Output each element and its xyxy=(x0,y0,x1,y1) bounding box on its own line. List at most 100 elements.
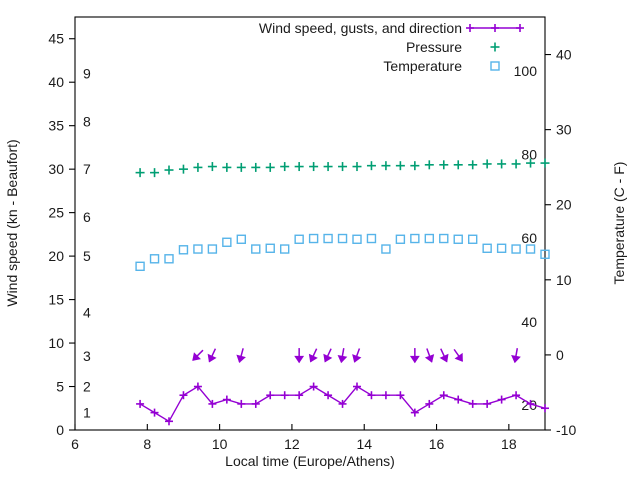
beaufort-label: 3 xyxy=(83,348,91,364)
square-marker xyxy=(410,233,420,244)
square-marker xyxy=(308,233,319,244)
arrow-head xyxy=(308,353,318,363)
square-marker xyxy=(366,233,377,244)
arrow-head xyxy=(236,354,246,364)
wind-arrow xyxy=(337,348,348,364)
y-tick-label: 10 xyxy=(48,335,64,351)
beaufort-label: 1 xyxy=(83,405,91,421)
y2-tick-label: 40 xyxy=(556,47,572,63)
beaufort-label: 7 xyxy=(83,161,91,177)
square-marker xyxy=(540,249,550,259)
square-marker xyxy=(279,244,290,254)
square-marker xyxy=(511,244,521,254)
beaufort-scale-labels: 1 2 3 4 5 6 7 8 9 xyxy=(83,66,91,421)
x-tick-label: 16 xyxy=(429,436,445,452)
arrow-head xyxy=(439,353,449,363)
chart-legend: Wind speed, gusts, and direction Pressure… xyxy=(259,20,524,74)
square-marker xyxy=(490,61,500,71)
wind-direction-arrows xyxy=(192,348,521,364)
arrow-head xyxy=(352,354,362,363)
legend-label: Wind speed, gusts, and direction xyxy=(259,20,462,36)
square-marker xyxy=(323,233,333,244)
y-tick-label: 0 xyxy=(56,422,64,438)
beaufort-label: 4 xyxy=(83,305,91,321)
y-tick-label: 40 xyxy=(48,74,64,90)
wind-arrow xyxy=(352,348,362,363)
square-marker xyxy=(251,244,261,254)
wind-arrow xyxy=(294,348,305,364)
legend-label: Temperature xyxy=(383,58,462,74)
square-marker xyxy=(265,243,275,253)
x-axis-title: Local time (Europe/Athens) xyxy=(225,453,395,469)
x-tick-label: 8 xyxy=(143,436,151,452)
y2-tick-label: -10 xyxy=(556,422,576,438)
arrow-head xyxy=(192,352,201,361)
y-tick-label: 45 xyxy=(48,31,64,47)
fahrenheit-label: 60 xyxy=(521,230,537,246)
x-tick-label: 6 xyxy=(71,436,79,452)
square-marker xyxy=(352,234,362,244)
y-tick-label: 35 xyxy=(48,118,64,134)
square-marker xyxy=(439,233,449,244)
x-axis-ticks: 6 8 10 12 14 16 18 xyxy=(71,424,517,452)
square-marker xyxy=(453,234,463,244)
y2-tick-label: 20 xyxy=(556,197,572,213)
y-tick-label: 30 xyxy=(48,161,64,177)
series-temperature xyxy=(135,233,550,272)
square-marker xyxy=(178,245,189,255)
beaufort-label: 5 xyxy=(83,248,91,264)
square-marker xyxy=(395,234,406,244)
x-tick-label: 12 xyxy=(284,436,300,452)
square-marker xyxy=(236,234,247,244)
square-marker xyxy=(149,254,160,264)
square-marker xyxy=(164,254,174,264)
y2-tick-label: 30 xyxy=(556,122,572,138)
arrow-head xyxy=(323,353,333,363)
square-marker xyxy=(207,244,218,254)
wind-arrow xyxy=(308,348,318,363)
square-marker xyxy=(222,237,232,247)
beaufort-label: 8 xyxy=(83,113,91,129)
wind-arrow xyxy=(192,349,204,361)
y-tick-label: 5 xyxy=(56,379,64,395)
square-marker xyxy=(294,234,304,244)
fahrenheit-label: 40 xyxy=(521,314,537,330)
wind-arrow xyxy=(207,348,217,363)
arrow-head xyxy=(454,352,463,362)
square-marker xyxy=(135,261,145,272)
square-marker xyxy=(381,244,391,254)
wind-arrow xyxy=(323,348,333,363)
fahrenheit-label: 100 xyxy=(514,63,538,79)
series-wind-speed xyxy=(136,382,549,426)
beaufort-label: 9 xyxy=(83,66,91,82)
arrow-head xyxy=(207,353,217,363)
y-tick-label: 20 xyxy=(48,248,64,264)
y-axis-right-title: Temperature (C - F) xyxy=(611,162,627,285)
y2-tick-label: 0 xyxy=(556,347,564,363)
plot-frame xyxy=(74,16,546,431)
arrow-head xyxy=(409,355,420,364)
x-tick-label: 14 xyxy=(356,436,372,452)
plot-border xyxy=(74,16,546,431)
y-axis-right-ticks: -10 0 10 20 30 40 xyxy=(545,47,576,438)
wind-arrow xyxy=(236,348,246,364)
arrow-head xyxy=(424,354,435,363)
arrow-head xyxy=(511,355,521,364)
x-tick-label: 18 xyxy=(501,436,517,452)
square-marker xyxy=(424,233,435,244)
arrow-head xyxy=(294,355,305,364)
y2-tick-label: 10 xyxy=(556,272,572,288)
square-marker xyxy=(193,244,203,254)
y-tick-label: 25 xyxy=(48,205,64,221)
legend-label: Pressure xyxy=(406,39,462,55)
beaufort-label: 2 xyxy=(83,379,91,395)
wind-arrow xyxy=(453,348,463,362)
square-marker xyxy=(482,243,492,253)
y-axis-left-title: Wind speed (kn - Beaufort) xyxy=(4,139,20,306)
wind-arrow xyxy=(409,348,420,364)
wind-arrow xyxy=(424,348,435,363)
square-marker xyxy=(525,244,536,254)
